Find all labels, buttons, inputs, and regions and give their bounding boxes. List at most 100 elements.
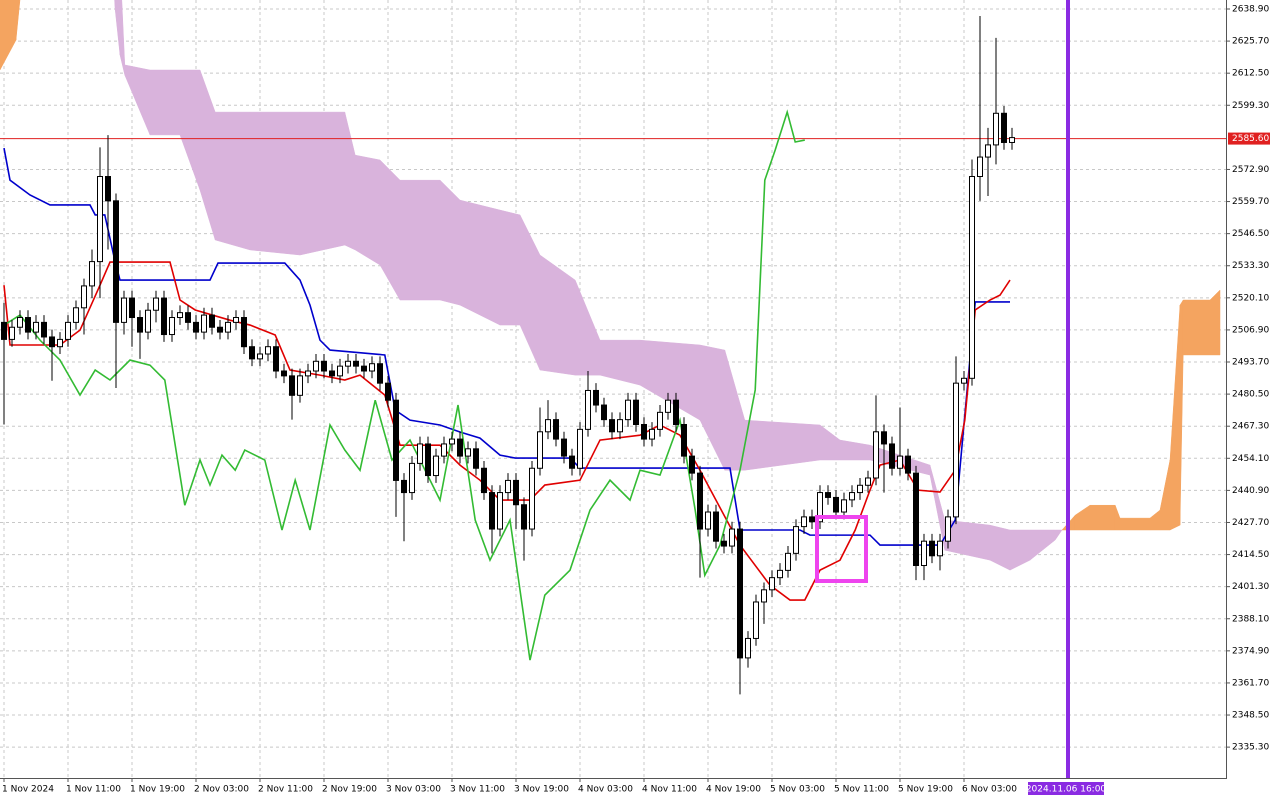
y-tick-label: 2454.10: [1232, 454, 1269, 464]
x-tick-label: 1 Nov 11:00: [66, 785, 121, 795]
x-tick-label: 2 Nov 19:00: [322, 785, 377, 795]
candle-body: [729, 528, 735, 547]
candle-body: [897, 455, 903, 469]
candle-body: [849, 492, 855, 501]
y-tick-label: 2546.50: [1232, 229, 1269, 239]
time-marker-label-bg: [1028, 782, 1104, 795]
candle-body: [1009, 137, 1015, 143]
candle-body: [121, 297, 127, 323]
x-tick-label: 6 Nov 03:00: [962, 785, 1017, 795]
x-tick-label: 5 Nov 03:00: [770, 785, 825, 795]
candle-body: [553, 419, 559, 440]
candle-body: [337, 365, 343, 377]
candle-body: [617, 419, 623, 433]
candle-body: [329, 370, 335, 377]
cloud-segment: [1119, 517, 1151, 531]
x-tick-label: 4 Nov 03:00: [578, 785, 633, 795]
candle-body: [761, 589, 767, 603]
candle-body: [785, 552, 791, 571]
candle-body: [281, 370, 287, 377]
y-tick-label: 2335.30: [1232, 743, 1269, 753]
y-tick-label: 2440.90: [1232, 486, 1269, 496]
candle-body: [633, 399, 639, 425]
cloud-segment: [149, 69, 181, 136]
cloud-segment: [299, 111, 346, 256]
y-tick-label: 2401.30: [1232, 582, 1269, 592]
candle-body: [737, 528, 743, 659]
candle-body: [377, 363, 383, 384]
candle-body: [889, 443, 895, 469]
y-tick-label: 2638.90: [1232, 4, 1269, 14]
current-price-label: 2585.60: [1232, 134, 1269, 144]
y-tick-label: 2533.30: [1232, 261, 1269, 271]
candle-body: [1001, 112, 1007, 143]
y-tick-label: 2348.50: [1232, 711, 1269, 721]
candle-body: [41, 321, 47, 338]
y-tick-label: 2493.70: [1232, 358, 1269, 368]
candle-body: [169, 317, 175, 336]
time-marker-label: 2024.11.06 16:00: [1026, 785, 1107, 795]
candle-body: [457, 438, 463, 457]
y-tick-label: 2520.10: [1232, 293, 1269, 303]
candle-body: [521, 504, 527, 530]
cloud-segment: [1209, 289, 1221, 356]
candle-body: [401, 479, 407, 494]
candle-body: [881, 431, 887, 445]
candle-body: [305, 370, 311, 377]
candle-body: [241, 317, 247, 348]
candle-body: [689, 455, 695, 474]
candle-body: [385, 382, 391, 401]
candle-body: [217, 326, 223, 333]
y-tick-label: 2612.50: [1232, 69, 1269, 79]
candle-body: [409, 462, 415, 494]
candle-body: [369, 363, 375, 372]
x-tick-label: 4 Nov 19:00: [706, 785, 761, 795]
candle-body: [209, 314, 215, 328]
y-tick-label: 2480.50: [1232, 390, 1269, 400]
x-tick-label: 3 Nov 11:00: [450, 785, 505, 795]
candle-body: [265, 346, 271, 355]
candle-body: [529, 467, 535, 530]
candle-body: [705, 511, 711, 530]
candle-body: [977, 156, 983, 178]
candle-body: [537, 431, 543, 469]
y-tick-label: 2467.30: [1232, 422, 1269, 432]
candle-body: [497, 492, 503, 530]
candle-body: [161, 297, 167, 336]
candle-body: [89, 261, 95, 287]
highlight-box: [815, 515, 868, 583]
candle-body: [425, 443, 431, 477]
y-tick-label: 2414.50: [1232, 550, 1269, 560]
candle-body: [641, 423, 647, 440]
candle-body: [257, 353, 263, 360]
candle-body: [289, 375, 295, 396]
y-tick-label: 2388.10: [1232, 614, 1269, 624]
candle-body: [697, 472, 703, 530]
y-tick-label: 2625.70: [1232, 37, 1269, 47]
x-tick-label: 2 Nov 11:00: [258, 785, 313, 795]
candle-body: [9, 326, 15, 340]
x-tick-label: 1 Nov 2024: [2, 785, 54, 795]
candle-body: [273, 346, 279, 372]
candle-body: [961, 377, 967, 384]
candle-body: [481, 467, 487, 494]
candle-body: [545, 419, 551, 433]
x-tick-label: 1 Nov 19:00: [130, 785, 185, 795]
candle-body: [153, 297, 159, 311]
candle-body: [681, 423, 687, 457]
candle-body: [33, 321, 39, 333]
candle-body: [393, 399, 399, 481]
candle-body: [489, 492, 495, 530]
y-tick-label: 2506.90: [1232, 325, 1269, 335]
candle-body: [97, 176, 103, 263]
candle-body: [561, 438, 567, 457]
candle-body: [993, 112, 999, 146]
candle-body: [81, 285, 87, 309]
cloud-segment: [1182, 299, 1211, 356]
candle-body: [833, 496, 839, 513]
x-tick-label: 3 Nov 19:00: [514, 785, 569, 795]
current-price-label-bg: [1228, 132, 1270, 145]
candle-body: [65, 321, 71, 340]
x-tick-label: 5 Nov 11:00: [834, 785, 889, 795]
